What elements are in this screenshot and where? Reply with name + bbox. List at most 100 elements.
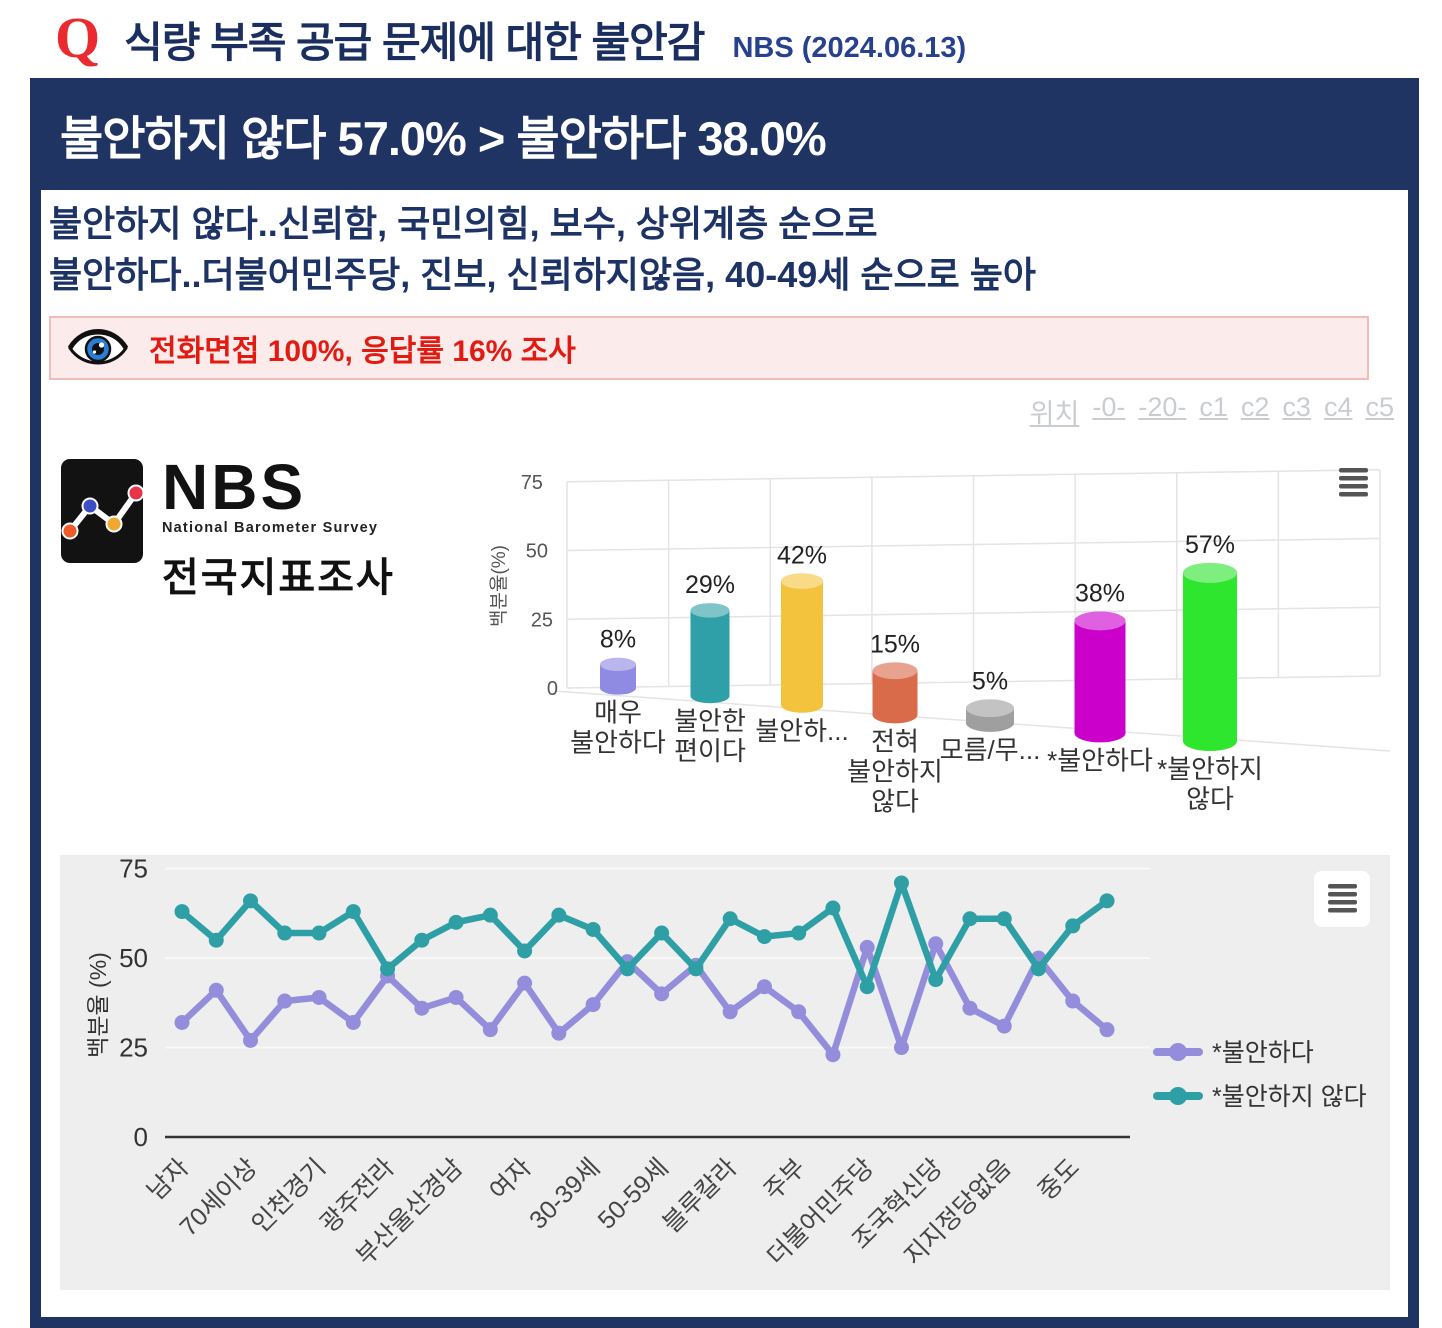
data-point: [893, 875, 909, 891]
data-point: [1099, 1022, 1115, 1038]
data-point: [208, 932, 224, 948]
data-point: [756, 979, 772, 995]
data-point: [722, 1004, 738, 1020]
data-point: [825, 1047, 841, 1063]
line-ylabel: 백분율 (%): [85, 952, 111, 1058]
bar3d-ylabel: 백분율(%): [488, 545, 510, 627]
bar-category-label: *불안하다: [1047, 745, 1153, 775]
data-point: [1065, 918, 1081, 934]
data-point: [448, 914, 464, 930]
data-point: [208, 982, 224, 998]
svg-text:*불안하지 않다: *불안하지 않다: [1212, 1083, 1367, 1111]
data-point: [482, 1022, 498, 1038]
bar-value-label: 15%: [870, 630, 920, 658]
chart-menu-icon[interactable]: [1339, 468, 1368, 497]
nbs-logo-title: NBS: [162, 451, 307, 523]
nav-link-c1[interactable]: c1: [1199, 392, 1228, 422]
data-point: [996, 1018, 1012, 1034]
cylinder-bar-1: 29% 불안한 편이다: [674, 571, 746, 766]
data-point: [414, 1000, 430, 1016]
nav-link--20-[interactable]: -20-: [1138, 392, 1187, 422]
cylinder-bar-3: 15% 전혀 불안하지 않다: [847, 630, 943, 816]
summary-text: 불안하지 않다..신뢰함, 국민의힘, 보수, 상위계층 순으로 불안하다..더…: [49, 198, 1036, 300]
source-date-label: NBS (2024.06.13): [732, 32, 967, 64]
data-point: [277, 993, 293, 1009]
line-ytick-50: 50: [119, 943, 148, 973]
nav-link-c4[interactable]: c4: [1323, 392, 1353, 422]
cylinder-bar-4: 5% 모름/무...: [940, 667, 1041, 765]
page-title: 식량 부족 공급 문제에 대한 불안감: [124, 19, 705, 66]
nav-link-c5[interactable]: c5: [1365, 392, 1394, 422]
summary-line-2: 불안하다..더불어민주당, 진보, 신뢰하지않음, 40-49세 순으로 높아: [49, 254, 1036, 295]
bar3d-ytick-75: 75: [521, 472, 543, 494]
data-point: [517, 975, 533, 991]
data-point: [893, 1040, 909, 1056]
data-point: [928, 936, 944, 952]
frame-body: 불안하지 않다..신뢰함, 국민의힘, 보수, 상위계층 순으로 불안하다..더…: [30, 190, 1419, 1328]
data-point: [688, 961, 704, 977]
bar3d-ytick-50: 50: [526, 541, 548, 563]
line-ytick-75: 75: [119, 855, 148, 884]
summary-line-1: 불안하지 않다..신뢰함, 국민의힘, 보수, 상위계층 순으로: [49, 203, 878, 244]
svg-text:*불안하다: *불안하다: [1212, 1039, 1314, 1067]
nbs-logo-subtitle-ko: 전국지표조사: [162, 556, 395, 600]
data-point: [791, 925, 807, 941]
bar-category-label: *불안하지 않다: [1157, 754, 1263, 814]
survey-method-text: 전화면접 100%, 응답률 16% 조사: [149, 335, 576, 368]
xlabel-중도: 중도: [1033, 1153, 1085, 1205]
bar-category-label: 매우 불안하다: [570, 698, 666, 758]
data-point: [756, 929, 772, 945]
bar-value-label: 5%: [972, 667, 1008, 695]
nbs-logo-subtitle-en: National Barometer Survey: [162, 520, 379, 536]
nav-link-c2[interactable]: c2: [1240, 392, 1270, 422]
data-point: [311, 989, 327, 1005]
xlabel-여자: 여자: [485, 1153, 537, 1205]
data-point: [1065, 993, 1081, 1009]
bar-category-label: 모름/무...: [940, 735, 1041, 765]
nav-link--0-[interactable]: -0-: [1092, 392, 1126, 422]
nav-link-c3[interactable]: c3: [1282, 392, 1311, 422]
series-*불안하다: [174, 936, 1115, 1063]
legend-item-*불안하지 않다[interactable]: *불안하지 않다: [1153, 1083, 1367, 1111]
data-point: [243, 893, 259, 909]
data-point: [791, 1004, 807, 1020]
survey-method-notice: 전화면접 100%, 응답률 16% 조사: [49, 316, 1369, 380]
nbs-logo: NBS National Barometer Survey 전국지표조사: [60, 451, 395, 603]
bar3d-ytick-25: 25: [531, 609, 553, 631]
series-*불안하지 않다: [174, 875, 1115, 995]
line-ytick-0: 0: [134, 1122, 148, 1152]
bar-value-label: 38%: [1075, 579, 1125, 607]
bar-category-label: 불안한 편이다: [674, 706, 746, 766]
cylinder-bar-6: 57% *불안하지 않다: [1157, 531, 1263, 814]
data-point: [1031, 961, 1046, 977]
position-links: 위치 -0- -20- c1 c2 c3 c4 c5: [1030, 392, 1394, 431]
line-ytick-25: 25: [119, 1033, 148, 1063]
data-point: [928, 972, 944, 988]
bar-value-label: 29%: [685, 571, 735, 599]
data-point: [174, 904, 190, 920]
nav-link-위치[interactable]: 위치: [1029, 399, 1080, 429]
bar-value-label: 8%: [600, 626, 636, 654]
legend-item-*불안하다[interactable]: *불안하다: [1153, 1039, 1314, 1067]
data-point: [174, 1015, 190, 1031]
data-point: [1099, 893, 1115, 909]
data-point: [859, 939, 875, 955]
data-point: [345, 904, 361, 920]
nbs-logo-text: NBS National Barometer Survey 전국지표조사: [162, 451, 395, 603]
data-point: [996, 911, 1012, 927]
chart-menu-icon[interactable]: [1314, 871, 1370, 927]
nbs-logo-icon: [61, 459, 144, 563]
xlabel-주부: 주부: [759, 1153, 811, 1205]
xlabel-남자: 남자: [142, 1153, 194, 1205]
question-mark-label: Q: [55, 5, 101, 70]
bar-value-label: 42%: [777, 541, 827, 569]
data-point: [619, 961, 635, 977]
xlabel-인천경기: 인천경기: [246, 1153, 331, 1238]
xlabel-블루칼라: 블루칼라: [658, 1153, 743, 1238]
data-point: [962, 1000, 978, 1016]
cylinder-bar-0: 8% 매우 불안하다: [570, 626, 666, 758]
xlabel-70세이상: 70세이상: [175, 1153, 263, 1241]
data-point: [243, 1032, 259, 1048]
data-point: [585, 921, 601, 937]
data-point: [654, 986, 670, 1002]
